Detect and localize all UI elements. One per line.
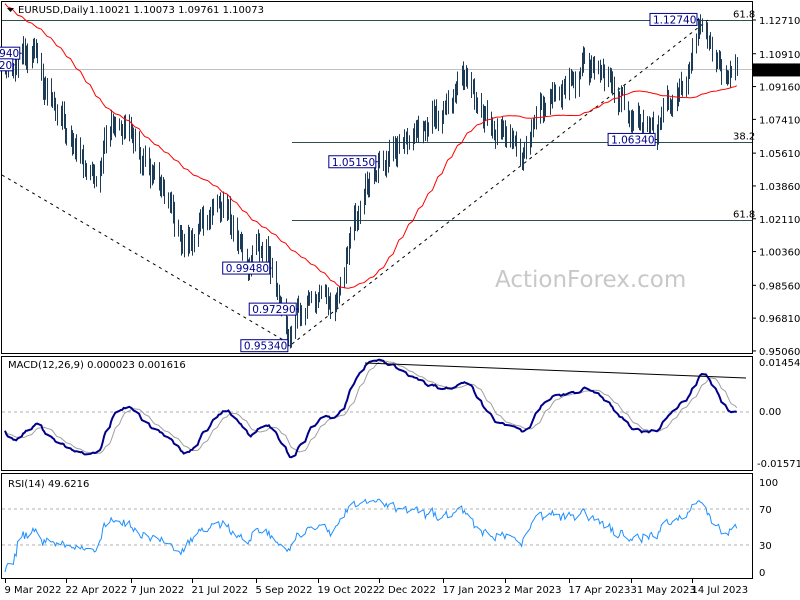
x-tick-label: 5 Sep 2022 — [256, 585, 313, 596]
level-label-text: 1.10940 — [0, 48, 19, 60]
y-tick-label: 1.07410 — [759, 115, 800, 126]
chart-header[interactable]: EURUSD,Daily 1.10021 1.10073 1.09761 1.1… — [7, 5, 264, 16]
macd-tick-label: -0.015712 — [757, 459, 800, 470]
level-label-text: 0.95340 — [244, 341, 287, 353]
macd-panel — [2, 358, 752, 459]
macd-tick-label: 0.014549 — [759, 358, 800, 369]
trendline-ascending — [291, 19, 709, 345]
y-tick-label: 1.05610 — [759, 149, 800, 160]
x-tick-label: 17 Jan 2023 — [443, 585, 503, 596]
y-tick-label: 0.98560 — [759, 281, 800, 292]
x-tick-label: 2 Mar 2023 — [505, 585, 562, 596]
level-label-text: 1.12740 — [653, 14, 696, 26]
level-label-text: 1.10320 — [0, 60, 12, 72]
x-tick-label: 31 May 2023 — [631, 585, 696, 596]
level-label-box — [248, 302, 297, 316]
dropdown-triangle-icon[interactable] — [7, 8, 14, 12]
x-tick-label: 14 Jul 2023 — [692, 585, 749, 596]
level-label: 0.97290 — [248, 302, 299, 316]
macd-title: MACD(12,26,9) 0.000023 0.001616 — [8, 360, 186, 371]
macd-line — [4, 358, 737, 459]
y-tick-label: 1.03860 — [759, 182, 800, 193]
current-price-text: 1.10073 — [759, 65, 800, 76]
rsi-line — [4, 498, 738, 573]
fib-level-label: 61.8 — [733, 210, 755, 221]
level-label: 1.05150 — [328, 155, 378, 169]
panel-frames — [1, 1, 753, 579]
level-label-text: 0.99480 — [226, 263, 269, 275]
rsi-tick-label: 100 — [759, 478, 778, 489]
y-tick-label: 0.96810 — [759, 314, 800, 325]
x-tick-label: 9 Mar 2022 — [5, 585, 62, 596]
watermark: ActionForex.com — [495, 267, 686, 293]
level-label-box — [0, 46, 21, 60]
rsi-panel — [2, 498, 752, 573]
x-tick-label: 21 Jul 2022 — [192, 585, 249, 596]
price-panel: 61.8 38.2 61.8 1.12740 1.109401.10320 1.06340… — [0, 3, 755, 353]
symbol-title: EURUSD,Daily — [18, 5, 89, 16]
y-tick-label: 1.10910 — [759, 50, 800, 61]
rsi-panel-frame — [1, 473, 753, 579]
level-label: 1.12740 — [649, 12, 699, 26]
level-label-text: 0.97290 — [252, 304, 295, 316]
price-panel-frame — [1, 1, 753, 354]
level-label: 0.99480 — [222, 261, 272, 275]
moving-average-line — [4, 3, 737, 289]
macd-tick-label: 0.00 — [759, 407, 781, 418]
macd-panel-frame — [1, 356, 753, 471]
rsi-title: RSI(14) 49.6216 — [8, 479, 89, 490]
level-label-text: 1.06340 — [611, 134, 654, 146]
level-label-box — [328, 155, 377, 169]
fib-level-label: 61.8 — [733, 10, 755, 21]
level-label-box — [222, 261, 271, 275]
x-tick-label: 19 Oct 2022 — [318, 585, 380, 596]
x-tick-label: 2 Dec 2022 — [379, 585, 437, 596]
level-label: 1.10940 — [0, 46, 22, 60]
y-tick-label: 1.09160 — [759, 83, 800, 94]
y-tick-label: 0.95060 — [759, 347, 800, 358]
x-tick-label: 17 Apr 2023 — [569, 585, 631, 596]
y-tick-label: 1.12710 — [759, 16, 800, 27]
ohlc-values: 1.10021 1.10073 1.09761 1.10073 — [89, 5, 264, 16]
rsi-tick-label: 0 — [759, 568, 765, 579]
current-price-tag: 1.10073 — [753, 63, 800, 77]
y-tick-label: 1.00360 — [759, 248, 800, 259]
rsi-tick-label: 70 — [759, 505, 772, 516]
macd-signal-line — [4, 360, 738, 454]
level-label: 1.06340 — [607, 132, 658, 146]
macd-trendline — [364, 362, 747, 379]
level-label: 1.10320 — [0, 58, 15, 72]
x-tick-label: 22 Apr 2022 — [66, 585, 128, 596]
level-label-box — [0, 58, 14, 72]
level-label-text: 1.05150 — [332, 157, 375, 169]
level-label-box — [649, 12, 698, 26]
level-label-box — [240, 339, 289, 353]
trendline-descending — [1, 174, 291, 345]
current-price-bg — [753, 63, 800, 77]
level-label: 0.95340 — [240, 339, 290, 353]
axes: 1.12710 1.10910 1.09160 1.07410 1.05610 1.038… — [5, 16, 800, 596]
level-label-box — [607, 132, 656, 146]
y-tick-label: 1.02110 — [759, 215, 800, 226]
fib-level-label: 38.2 — [733, 132, 755, 143]
rsi-tick-label: 30 — [759, 541, 772, 552]
x-tick-label: 7 Jun 2022 — [131, 585, 185, 596]
